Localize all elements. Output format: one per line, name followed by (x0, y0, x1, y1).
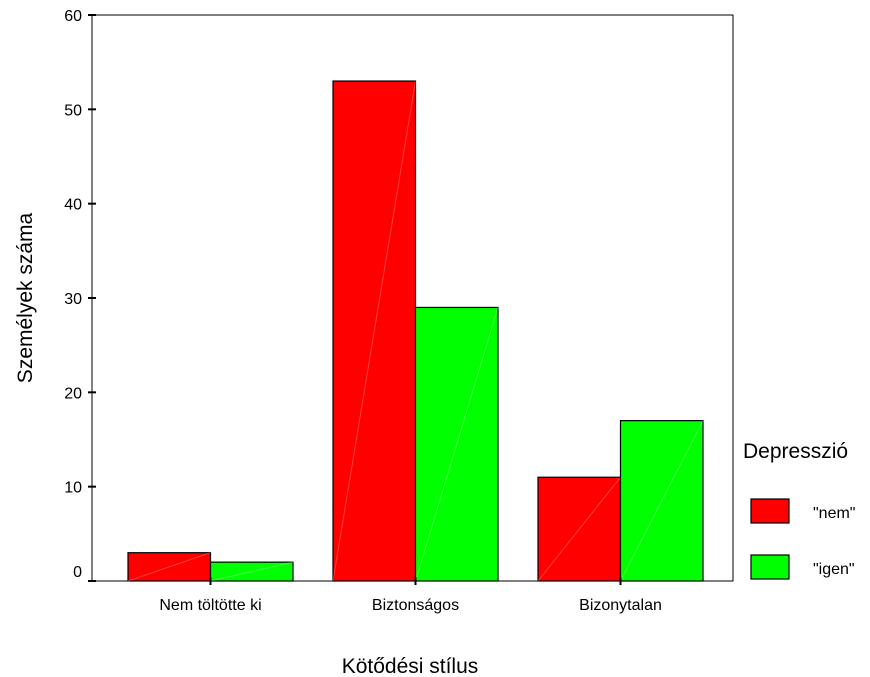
bar (332, 80, 417, 582)
y-tick-label: 60 (64, 8, 82, 25)
x-tick-label: Biztonságos (372, 597, 459, 614)
legend-label: "igen" (813, 561, 855, 578)
x-tick-label: Bizonytalan (579, 597, 662, 614)
bar-shade (415, 307, 499, 582)
y-tick-label: 30 (64, 291, 82, 308)
bar (127, 552, 212, 582)
y-axis-title: Személyek száma (14, 212, 37, 383)
legend-swatch (750, 498, 790, 524)
legend-swatch (750, 554, 790, 580)
bar-shade (127, 552, 211, 582)
bar (414, 306, 499, 582)
bar-shade (620, 420, 704, 582)
bar (209, 561, 294, 582)
y-tick-label: 0 (73, 564, 82, 581)
y-tick-label: 40 (64, 197, 82, 214)
x-tick-label: Nem töltötte ki (159, 597, 261, 614)
y-tick-label: 10 (64, 480, 82, 497)
bar (537, 476, 622, 582)
legend-title: Depresszió (743, 440, 848, 463)
bar-shade (537, 476, 621, 582)
legend-label: "nem" (813, 505, 855, 522)
bar (619, 420, 704, 582)
bar-shade (332, 80, 416, 582)
y-tick-label: 50 (64, 102, 82, 119)
y-tick-label: 20 (64, 385, 82, 402)
x-axis-title: Kötődési stílus (342, 655, 479, 677)
legend: Depresszió "nem" "igen" (743, 440, 855, 580)
bar-shade (210, 561, 294, 582)
